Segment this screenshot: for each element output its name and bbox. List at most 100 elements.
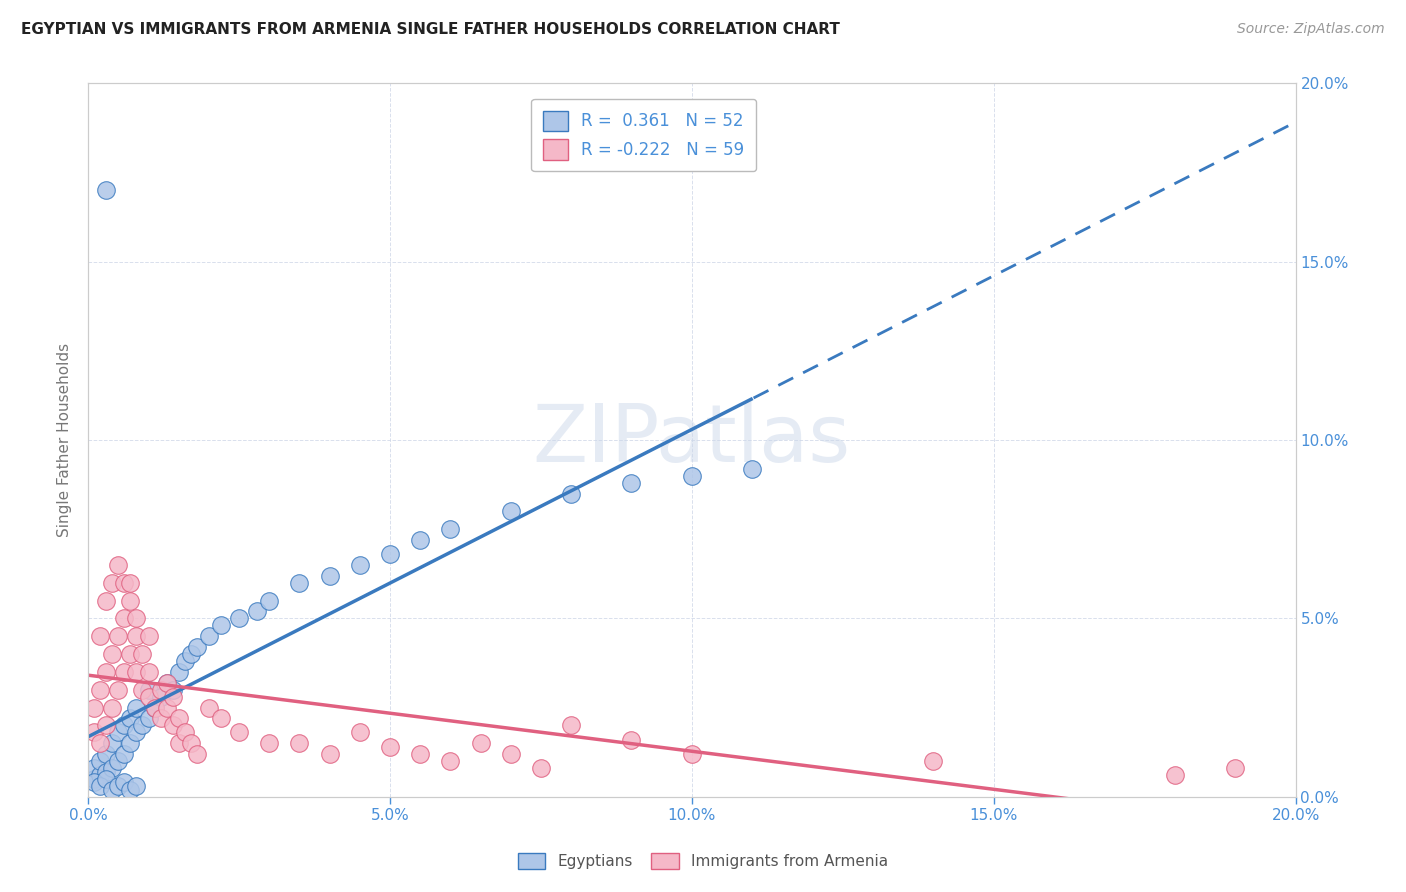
- Point: [83, 761, 105, 775]
- Point: [1225, 761, 1247, 775]
- Point: [499, 504, 522, 518]
- Point: [288, 575, 311, 590]
- Point: [409, 747, 432, 761]
- Point: [530, 761, 553, 775]
- Point: [180, 647, 202, 661]
- Point: [560, 718, 582, 732]
- Point: [180, 736, 202, 750]
- Point: [131, 647, 153, 661]
- Point: [101, 782, 124, 797]
- Point: [96, 747, 118, 761]
- Point: [125, 779, 148, 793]
- Point: [209, 711, 232, 725]
- Point: [620, 732, 643, 747]
- Point: [162, 690, 184, 704]
- Point: [246, 604, 269, 618]
- Point: [439, 754, 461, 768]
- Point: [198, 700, 221, 714]
- Point: [681, 468, 703, 483]
- Point: [138, 690, 160, 704]
- Point: [120, 782, 142, 797]
- Point: [89, 736, 111, 750]
- Point: [89, 779, 111, 793]
- Point: [101, 647, 124, 661]
- Point: [228, 611, 250, 625]
- Point: [96, 718, 118, 732]
- Point: [378, 739, 401, 754]
- Y-axis label: Single Father Households: Single Father Households: [58, 343, 72, 537]
- Point: [349, 558, 371, 572]
- Point: [167, 736, 190, 750]
- Point: [209, 618, 232, 632]
- Point: [112, 575, 135, 590]
- Point: [156, 675, 179, 690]
- Point: [112, 611, 135, 625]
- Point: [125, 629, 148, 643]
- Point: [125, 700, 148, 714]
- Point: [149, 711, 172, 725]
- Point: [96, 665, 118, 679]
- Point: [149, 682, 172, 697]
- Point: [378, 547, 401, 561]
- Point: [101, 736, 124, 750]
- Point: [131, 682, 153, 697]
- Point: [499, 747, 522, 761]
- Point: [107, 629, 129, 643]
- Point: [89, 682, 111, 697]
- Point: [198, 629, 221, 643]
- Point: [96, 593, 118, 607]
- Point: [107, 682, 129, 697]
- Point: [89, 629, 111, 643]
- Legend: Egyptians, Immigrants from Armenia: Egyptians, Immigrants from Armenia: [512, 847, 894, 875]
- Point: [138, 711, 160, 725]
- Point: [101, 700, 124, 714]
- Point: [173, 725, 195, 739]
- Point: [259, 593, 281, 607]
- Point: [120, 736, 142, 750]
- Point: [112, 665, 135, 679]
- Point: [156, 675, 179, 690]
- Point: [162, 718, 184, 732]
- Point: [143, 700, 166, 714]
- Point: [470, 736, 492, 750]
- Point: [318, 568, 340, 582]
- Point: [83, 775, 105, 789]
- Point: [349, 725, 371, 739]
- Point: [83, 772, 105, 786]
- Point: [620, 475, 643, 490]
- Point: [96, 772, 118, 786]
- Point: [741, 461, 763, 475]
- Point: [89, 768, 111, 782]
- Point: [89, 754, 111, 768]
- Point: [138, 665, 160, 679]
- Point: [120, 593, 142, 607]
- Point: [138, 629, 160, 643]
- Point: [173, 654, 195, 668]
- Point: [186, 640, 208, 654]
- Point: [83, 725, 105, 739]
- Text: ZIPatlas: ZIPatlas: [533, 401, 851, 479]
- Point: [288, 736, 311, 750]
- Point: [112, 775, 135, 789]
- Point: [112, 747, 135, 761]
- Point: [439, 522, 461, 536]
- Point: [120, 575, 142, 590]
- Point: [167, 665, 190, 679]
- Point: [125, 611, 148, 625]
- Point: [167, 711, 190, 725]
- Point: [162, 682, 184, 697]
- Point: [107, 754, 129, 768]
- Point: [107, 779, 129, 793]
- Point: [259, 736, 281, 750]
- Point: [922, 754, 945, 768]
- Point: [228, 725, 250, 739]
- Point: [186, 747, 208, 761]
- Point: [125, 665, 148, 679]
- Point: [125, 725, 148, 739]
- Point: [107, 725, 129, 739]
- Legend: R =  0.361   N = 52, R = -0.222   N = 59: R = 0.361 N = 52, R = -0.222 N = 59: [531, 99, 756, 171]
- Point: [318, 747, 340, 761]
- Point: [131, 718, 153, 732]
- Text: EGYPTIAN VS IMMIGRANTS FROM ARMENIA SINGLE FATHER HOUSEHOLDS CORRELATION CHART: EGYPTIAN VS IMMIGRANTS FROM ARMENIA SING…: [21, 22, 839, 37]
- Point: [560, 486, 582, 500]
